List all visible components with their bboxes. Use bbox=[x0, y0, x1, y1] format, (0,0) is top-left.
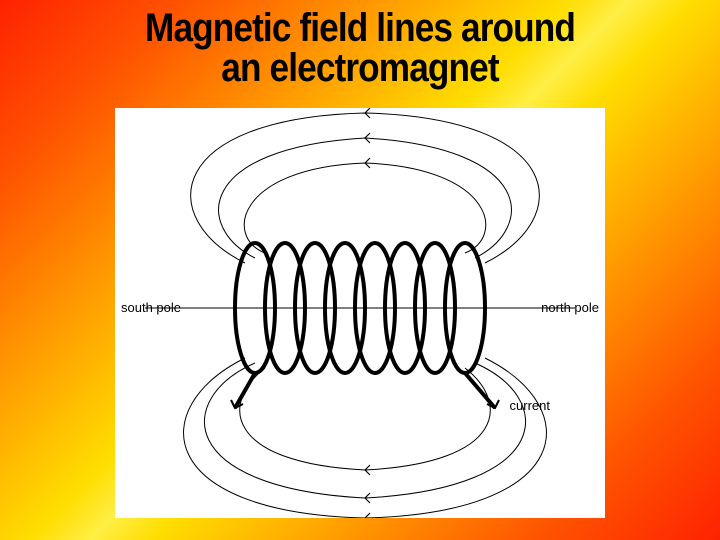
south-pole-label: south pole bbox=[121, 300, 181, 315]
electromagnet-diagram: south pole north pole current bbox=[115, 108, 605, 518]
diagram-svg bbox=[115, 108, 605, 518]
title-line-1: Magnetic field lines around bbox=[43, 8, 677, 48]
title-line-2: an electromagnet bbox=[43, 48, 677, 88]
north-pole-label: north pole bbox=[541, 300, 599, 315]
page-title: Magnetic field lines around an electroma… bbox=[43, 8, 677, 88]
current-label: current bbox=[510, 398, 550, 413]
